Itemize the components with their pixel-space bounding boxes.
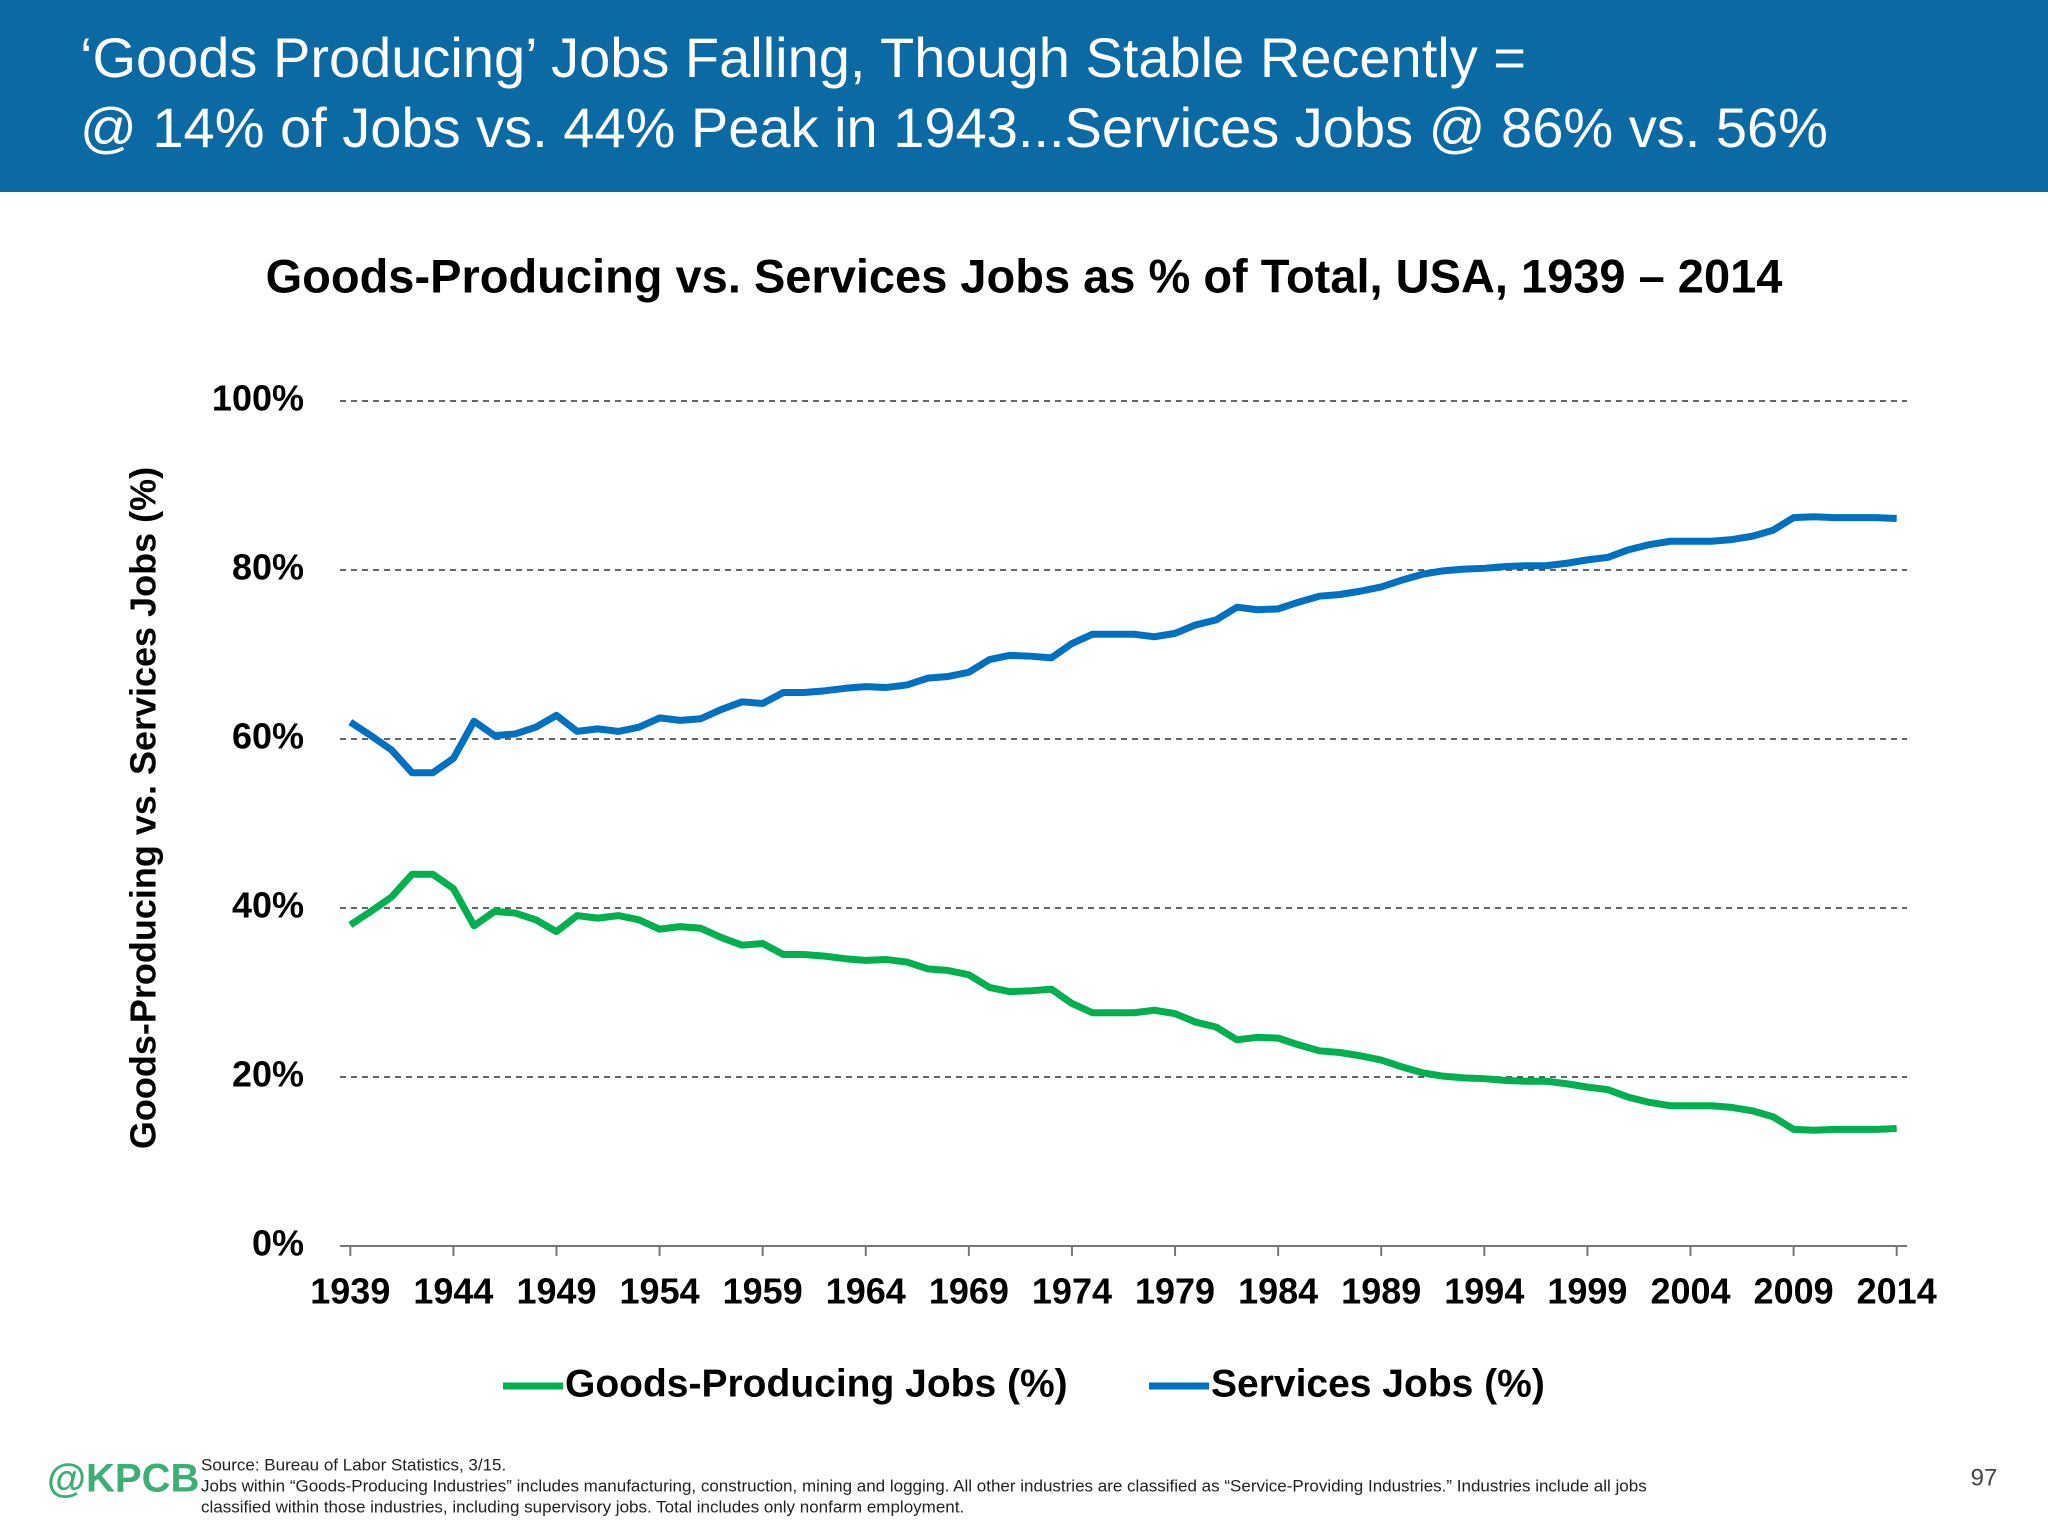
y-tick-label: 100% <box>212 378 304 419</box>
legend-label: Goods-Producing Jobs (%) <box>565 1362 1068 1405</box>
y-tick-label: 20% <box>232 1054 304 1095</box>
source: Source: Bureau of Labor Statistics, 3/15… <box>201 1455 506 1474</box>
header-title-line: ‘Goods Producing’ Jobs Falling, Though S… <box>80 26 1526 89</box>
y-tick-label: 40% <box>232 885 304 926</box>
x-tick-label: 1954 <box>620 1271 700 1312</box>
y-tick-label: 80% <box>232 547 304 588</box>
x-tick-label: 2014 <box>1857 1271 1937 1312</box>
x-tick-label: 1999 <box>1547 1271 1627 1312</box>
note-line: Jobs within “Goods-Producing Industries”… <box>201 1476 1647 1495</box>
x-tick-label: 1994 <box>1444 1271 1524 1312</box>
x-tick-label: 1979 <box>1135 1271 1215 1312</box>
y-axis-label: Goods-Producing vs. Services Jobs (%) <box>123 467 164 1149</box>
x-tick-label: 1974 <box>1032 1271 1112 1312</box>
x-tick-label: 1939 <box>310 1271 390 1312</box>
header-title-line: @ 14% of Jobs vs. 44% Peak in 1943...Ser… <box>80 96 1828 159</box>
page-number: 97 <box>1971 1464 1998 1491</box>
x-tick-label: 1969 <box>929 1271 1009 1312</box>
logo: @KPCB <box>47 1457 199 1501</box>
x-tick-label: 2009 <box>1754 1271 1834 1312</box>
x-tick-label: 2004 <box>1650 1271 1730 1312</box>
x-tick-label: 1959 <box>723 1271 803 1312</box>
x-tick-label: 1989 <box>1341 1271 1421 1312</box>
y-tick-label: 60% <box>232 716 304 757</box>
y-tick-label: 0% <box>252 1223 304 1264</box>
note-line: classified within those industries, incl… <box>201 1497 964 1516</box>
x-tick-label: 1964 <box>826 1271 906 1312</box>
series-line <box>348 870 1897 1134</box>
chart-title: Goods-Producing vs. Services Jobs as % o… <box>266 249 1783 302</box>
x-tick-label: 1949 <box>516 1271 596 1312</box>
legend-label: Services Jobs (%) <box>1211 1362 1545 1405</box>
x-tick-label: 1984 <box>1238 1271 1318 1312</box>
header-band <box>0 0 2048 192</box>
series-line <box>348 513 1897 777</box>
x-tick-label: 1944 <box>413 1271 493 1312</box>
